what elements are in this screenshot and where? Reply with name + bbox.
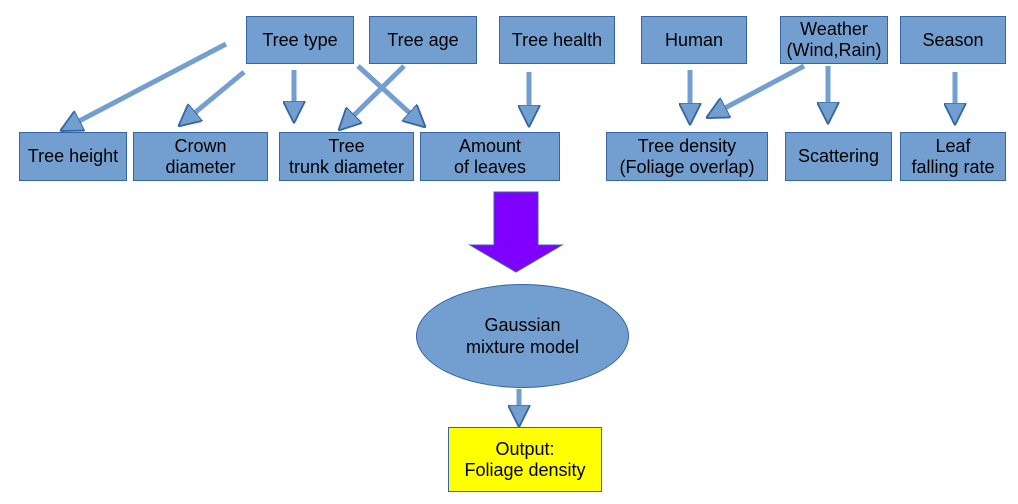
arrow-type-to-leaves <box>356 64 424 126</box>
node-tree-health: Tree health <box>499 16 615 64</box>
arrow-weather-to-density <box>708 63 806 120</box>
node-human: Human <box>641 16 747 64</box>
node-tree-type: Tree type <box>246 16 354 64</box>
node-tree-density: Tree density (Foliage overlap) <box>606 132 768 181</box>
node-amount-of-leaves: Amount of leaves <box>420 132 560 181</box>
node-output: Output: Foliage density <box>448 427 602 492</box>
arrow-type-to-height <box>62 41 228 133</box>
arrow-age-to-trunk <box>340 64 406 129</box>
node-gaussian-mixture-model: Gaussian mixture model <box>416 284 629 388</box>
arrow-type-to-crown <box>180 70 246 125</box>
node-crown-diameter: Crown diameter <box>133 132 268 181</box>
node-tree-height: Tree height <box>19 132 127 181</box>
node-tree-age: Tree age <box>369 16 477 64</box>
node-season: Season <box>900 16 1006 64</box>
node-leaf-falling-rate: Leaf falling rate <box>900 132 1006 181</box>
node-weather: Weather (Wind,Rain) <box>780 16 888 64</box>
node-trunk-diameter: Tree trunk diameter <box>279 132 414 181</box>
big-down-arrow <box>468 191 564 273</box>
node-scattering: Scattering <box>785 132 892 181</box>
